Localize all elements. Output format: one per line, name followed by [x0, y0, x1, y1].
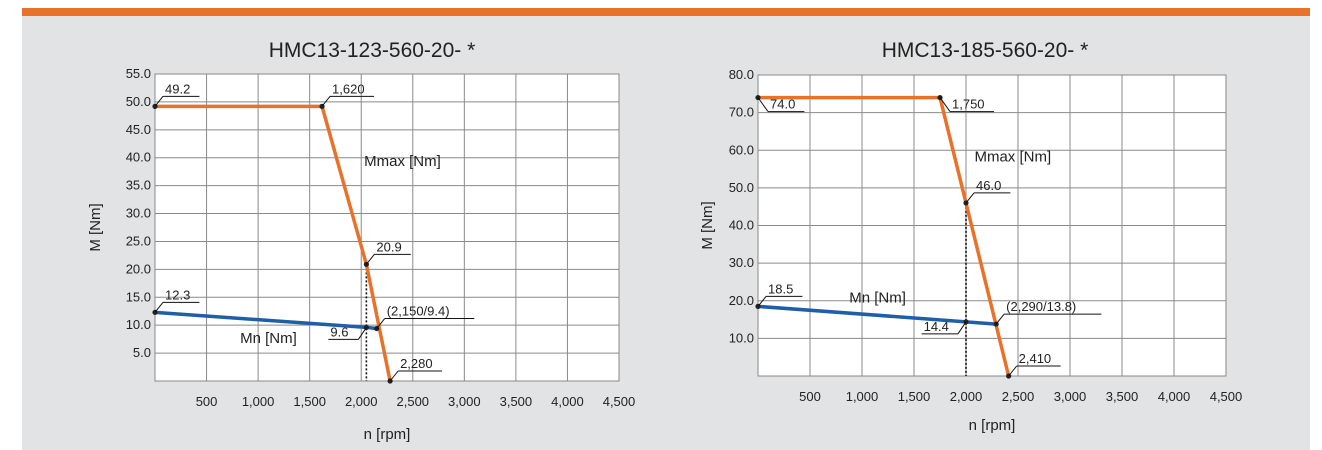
- y-tick-label: 20.0: [126, 261, 151, 276]
- y-tick-label: 30.0: [729, 255, 754, 270]
- x-tick-label: 4,000: [551, 394, 584, 409]
- y-tick-label: 10.0: [126, 317, 151, 332]
- y-axis-label: M [Nm]: [87, 203, 104, 251]
- callout-label: 18.5: [768, 281, 793, 296]
- x-tick-label: 3,000: [448, 394, 481, 409]
- callout-leader: [365, 254, 375, 265]
- y-tick-label: 10.0: [729, 330, 754, 345]
- chart-title: HMC13-185-560-20- *: [882, 39, 1089, 62]
- y-tick-label: 50.0: [126, 94, 151, 109]
- series-line-mmax: [758, 95, 1011, 377]
- x-tick-label: 4,500: [1210, 389, 1243, 404]
- series-line-mmax: [155, 104, 392, 382]
- y-tick-label: 40.0: [126, 150, 151, 165]
- series-label: Mmax [Nm]: [364, 153, 441, 170]
- x-axis-label: n [rpm]: [969, 417, 1016, 434]
- callout-leader: [965, 192, 975, 204]
- callout-label: 14.4: [924, 319, 949, 334]
- y-axis-label: M [Nm]: [699, 201, 716, 249]
- callout-label: 46.0: [976, 178, 1001, 193]
- x-tick-label: 4,000: [1158, 389, 1191, 404]
- callout-label: (2,150/9.4): [387, 304, 450, 319]
- y-tick-label: 80.0: [729, 67, 754, 82]
- x-tick-label: 3,000: [1054, 389, 1087, 404]
- callout-label: 1,620: [332, 81, 365, 96]
- callout-leader: [757, 296, 767, 307]
- x-tick-label: 2,000: [950, 389, 983, 404]
- y-tick-label: 25.0: [126, 233, 151, 248]
- accent-bar: [22, 8, 1310, 16]
- y-tick-label: 5.0: [133, 345, 151, 360]
- callout-leader: [939, 97, 951, 112]
- callout-leader: [1008, 365, 1018, 377]
- callout-leader: [376, 318, 386, 329]
- callout-label: 2,280: [400, 356, 433, 371]
- chart-title: HMC13-123-560-20- *: [269, 39, 476, 62]
- plot-area: [154, 73, 620, 382]
- x-tick-label: 500: [196, 394, 218, 409]
- y-tick-label: 30.0: [126, 206, 151, 221]
- callout-leader: [389, 370, 399, 382]
- y-tick-label: 55.0: [126, 66, 151, 81]
- series-label: Mn [Nm]: [240, 330, 297, 347]
- callout-leader: [957, 321, 967, 335]
- x-tick-label: 3,500: [500, 394, 533, 409]
- y-tick-label: 20.0: [729, 293, 754, 308]
- x-tick-label: 1,500: [293, 394, 326, 409]
- y-tick-label: 60.0: [729, 142, 754, 157]
- callout-label: 2,410: [1019, 351, 1052, 366]
- chart-1: 500 1,000 1,500 2,000 2,500 3,000 3,500 4,000 4,…: [87, 39, 635, 443]
- callout-label: (2,290/13.8): [1006, 299, 1076, 314]
- y-tick-label: 40.0: [729, 218, 754, 233]
- x-tick-label: 2,000: [345, 394, 378, 409]
- callout-leader: [357, 327, 367, 340]
- callout-leader: [154, 96, 164, 107]
- chart-2: 500 1,000 1,500 2,000 2,500 3,000 3,500 4,000 4,…: [699, 39, 1242, 434]
- series-label: Mn [Nm]: [849, 290, 906, 307]
- callout-label: 74.0: [770, 97, 795, 112]
- x-tick-label: 500: [799, 389, 821, 404]
- callout-label: 12.3: [165, 287, 190, 302]
- callout-leader: [995, 313, 1005, 325]
- callout-label: 20.9: [376, 239, 401, 254]
- y-tick-label: 50.0: [729, 180, 754, 195]
- x-tick-label: 2,500: [397, 394, 430, 409]
- x-axis-label: n [rpm]: [364, 426, 411, 443]
- x-tick-label: 3,500: [1106, 389, 1139, 404]
- callout-leader: [154, 302, 164, 313]
- callout-leader: [321, 96, 331, 107]
- y-tick-label: 45.0: [126, 122, 151, 137]
- x-tick-label: 1,000: [846, 389, 879, 404]
- x-tick-label: 4,500: [603, 394, 636, 409]
- x-tick-label: 1,500: [898, 389, 931, 404]
- y-tick-label: 70.0: [729, 105, 754, 120]
- callout-label: 9.6: [330, 324, 348, 339]
- y-tick-label: 35.0: [126, 178, 151, 193]
- x-tick-label: 2,500: [1002, 389, 1035, 404]
- callout-leader: [757, 97, 769, 112]
- x-tick-label: 1,000: [242, 394, 275, 409]
- series-label: Mmax [Nm]: [974, 149, 1051, 166]
- y-tick-label: 15.0: [126, 289, 151, 304]
- callout-label: 1,750: [952, 97, 985, 112]
- callout-label: 49.2: [165, 81, 190, 96]
